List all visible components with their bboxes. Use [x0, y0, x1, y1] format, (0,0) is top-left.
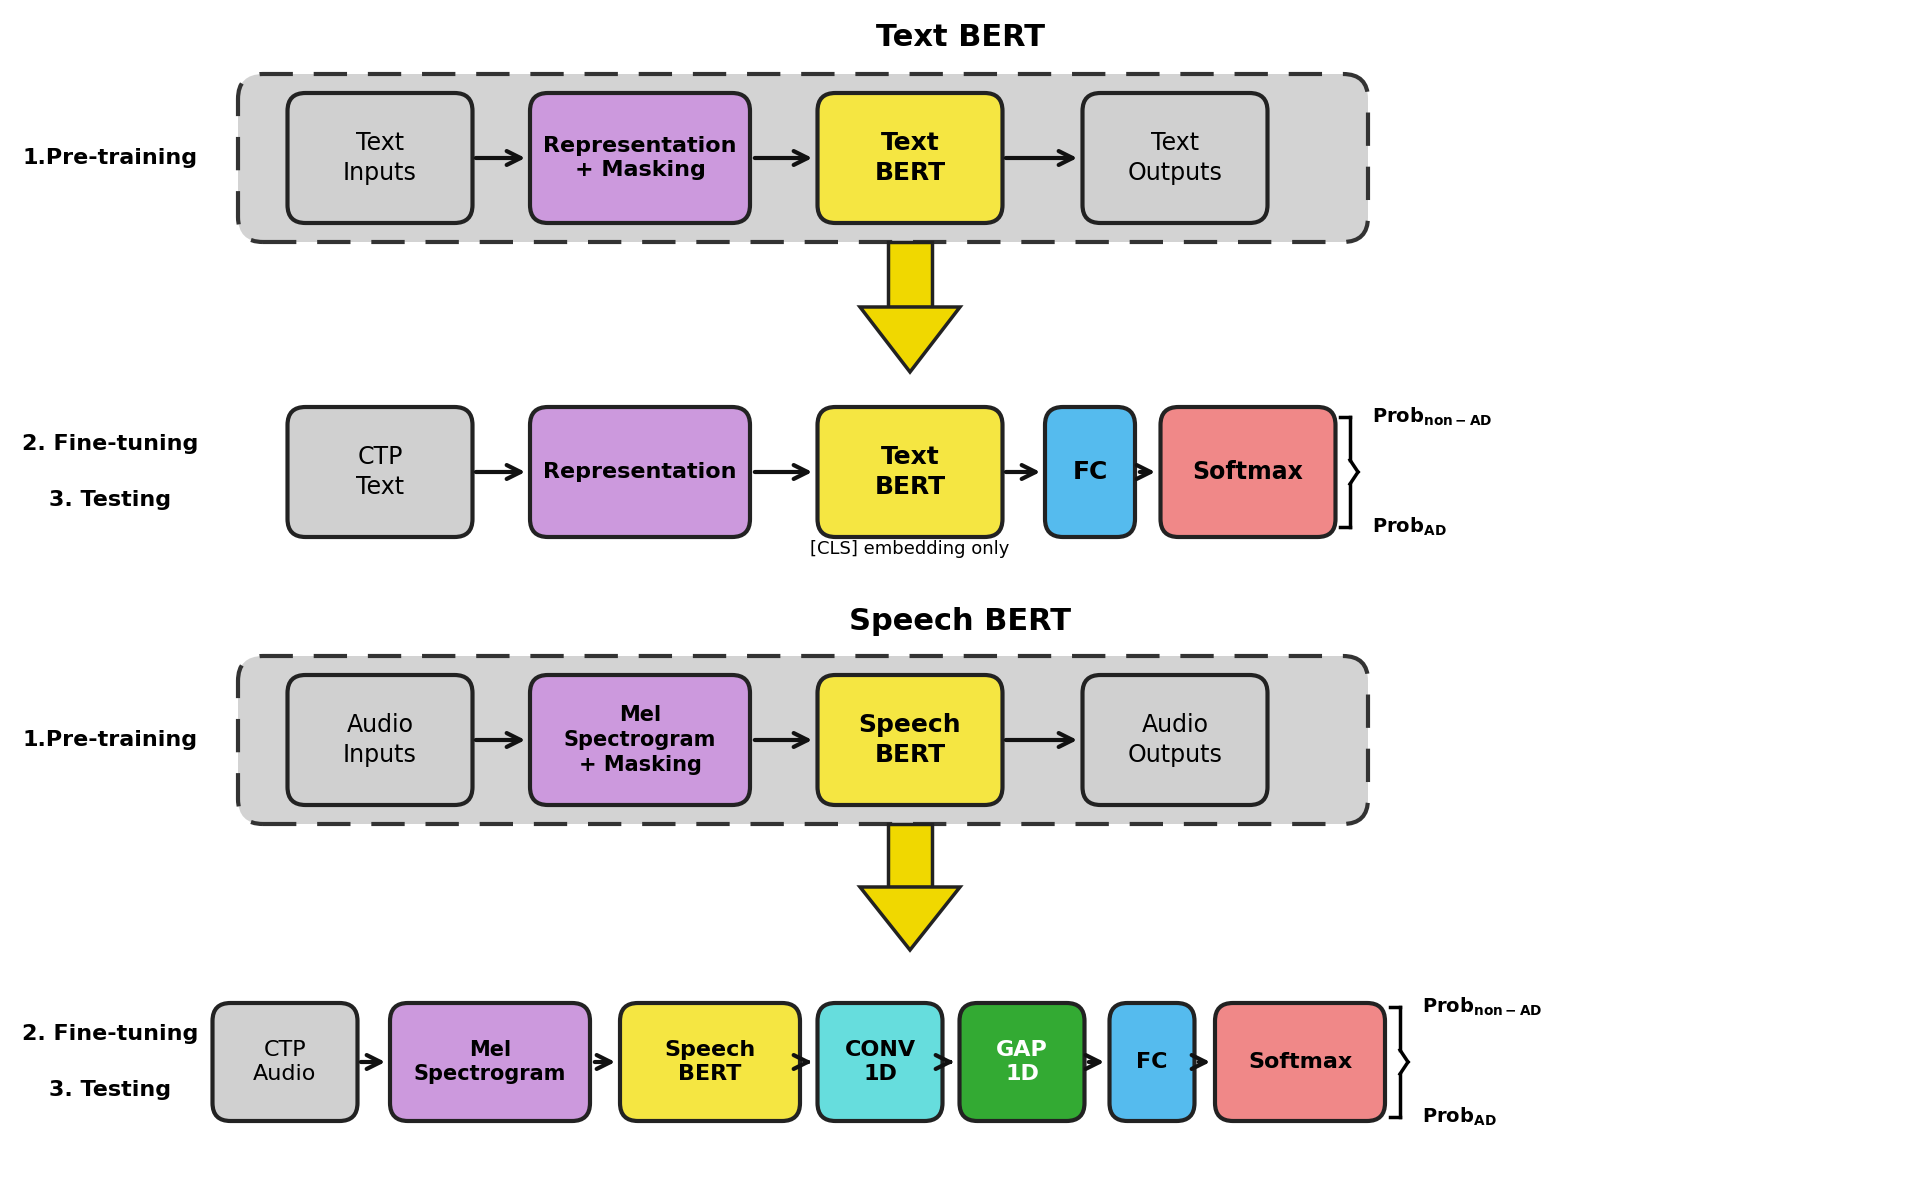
- Polygon shape: [887, 824, 931, 887]
- FancyBboxPatch shape: [530, 93, 751, 223]
- Polygon shape: [860, 887, 960, 950]
- FancyBboxPatch shape: [620, 1002, 801, 1120]
- FancyBboxPatch shape: [238, 74, 1367, 242]
- Text: [CLS] embedding only: [CLS] embedding only: [810, 540, 1010, 558]
- Text: 1.Pre-training: 1.Pre-training: [23, 148, 198, 168]
- Polygon shape: [860, 308, 960, 372]
- Text: CTP
Audio: CTP Audio: [253, 1039, 317, 1085]
- FancyBboxPatch shape: [288, 406, 472, 538]
- Text: 3. Testing: 3. Testing: [48, 490, 171, 510]
- Text: Prob$_{\mathregular{non-AD}}$: Prob$_{\mathregular{non-AD}}$: [1423, 995, 1542, 1018]
- Text: 1.Pre-training: 1.Pre-training: [23, 730, 198, 750]
- FancyBboxPatch shape: [1110, 1002, 1194, 1120]
- Text: Text
BERT: Text BERT: [874, 131, 945, 185]
- Text: Text
Inputs: Text Inputs: [344, 131, 417, 185]
- Text: Softmax: Softmax: [1192, 460, 1304, 484]
- Text: Prob$_{\mathregular{AD}}$: Prob$_{\mathregular{AD}}$: [1423, 1106, 1498, 1128]
- Text: Audio
Outputs: Audio Outputs: [1127, 713, 1223, 766]
- FancyBboxPatch shape: [1160, 406, 1336, 538]
- Polygon shape: [887, 242, 931, 308]
- Text: Representation
+ Masking: Representation + Masking: [543, 136, 737, 180]
- Text: CTP
Text: CTP Text: [355, 445, 403, 498]
- Text: 2. Fine-tuning: 2. Fine-tuning: [21, 434, 198, 454]
- FancyBboxPatch shape: [238, 656, 1367, 824]
- Text: 2. Fine-tuning: 2. Fine-tuning: [21, 1024, 198, 1044]
- FancyBboxPatch shape: [530, 406, 751, 538]
- Text: GAP
1D: GAP 1D: [996, 1039, 1048, 1085]
- FancyBboxPatch shape: [818, 93, 1002, 223]
- Text: Text BERT: Text BERT: [876, 23, 1044, 51]
- FancyBboxPatch shape: [960, 1002, 1085, 1120]
- Text: Prob$_{\mathregular{AD}}$: Prob$_{\mathregular{AD}}$: [1373, 516, 1446, 538]
- Text: Speech
BERT: Speech BERT: [858, 713, 962, 766]
- Text: Text
BERT: Text BERT: [874, 445, 945, 498]
- FancyBboxPatch shape: [818, 1002, 943, 1120]
- FancyBboxPatch shape: [530, 675, 751, 805]
- Text: Mel
Spectrogram: Mel Spectrogram: [415, 1039, 566, 1085]
- Text: Text
Outputs: Text Outputs: [1127, 131, 1223, 185]
- FancyBboxPatch shape: [818, 406, 1002, 538]
- FancyBboxPatch shape: [1083, 675, 1267, 805]
- Text: Representation: Representation: [543, 462, 737, 482]
- Text: FC: FC: [1071, 460, 1108, 484]
- FancyBboxPatch shape: [1215, 1002, 1384, 1120]
- Text: CONV
1D: CONV 1D: [845, 1039, 916, 1085]
- Text: Prob$_{\mathregular{non-AD}}$: Prob$_{\mathregular{non-AD}}$: [1373, 405, 1492, 428]
- Text: Speech BERT: Speech BERT: [849, 608, 1071, 637]
- Text: 3. Testing: 3. Testing: [48, 1080, 171, 1100]
- Text: Mel
Spectrogram
+ Masking: Mel Spectrogram + Masking: [564, 706, 716, 775]
- FancyBboxPatch shape: [213, 1002, 357, 1120]
- FancyBboxPatch shape: [1083, 93, 1267, 223]
- Text: FC: FC: [1137, 1053, 1167, 1072]
- Text: Speech
BERT: Speech BERT: [664, 1039, 756, 1085]
- FancyBboxPatch shape: [390, 1002, 589, 1120]
- Text: Audio
Inputs: Audio Inputs: [344, 713, 417, 766]
- Text: Softmax: Softmax: [1248, 1053, 1352, 1072]
- FancyBboxPatch shape: [1044, 406, 1135, 538]
- FancyBboxPatch shape: [288, 675, 472, 805]
- FancyBboxPatch shape: [818, 675, 1002, 805]
- FancyBboxPatch shape: [288, 93, 472, 223]
